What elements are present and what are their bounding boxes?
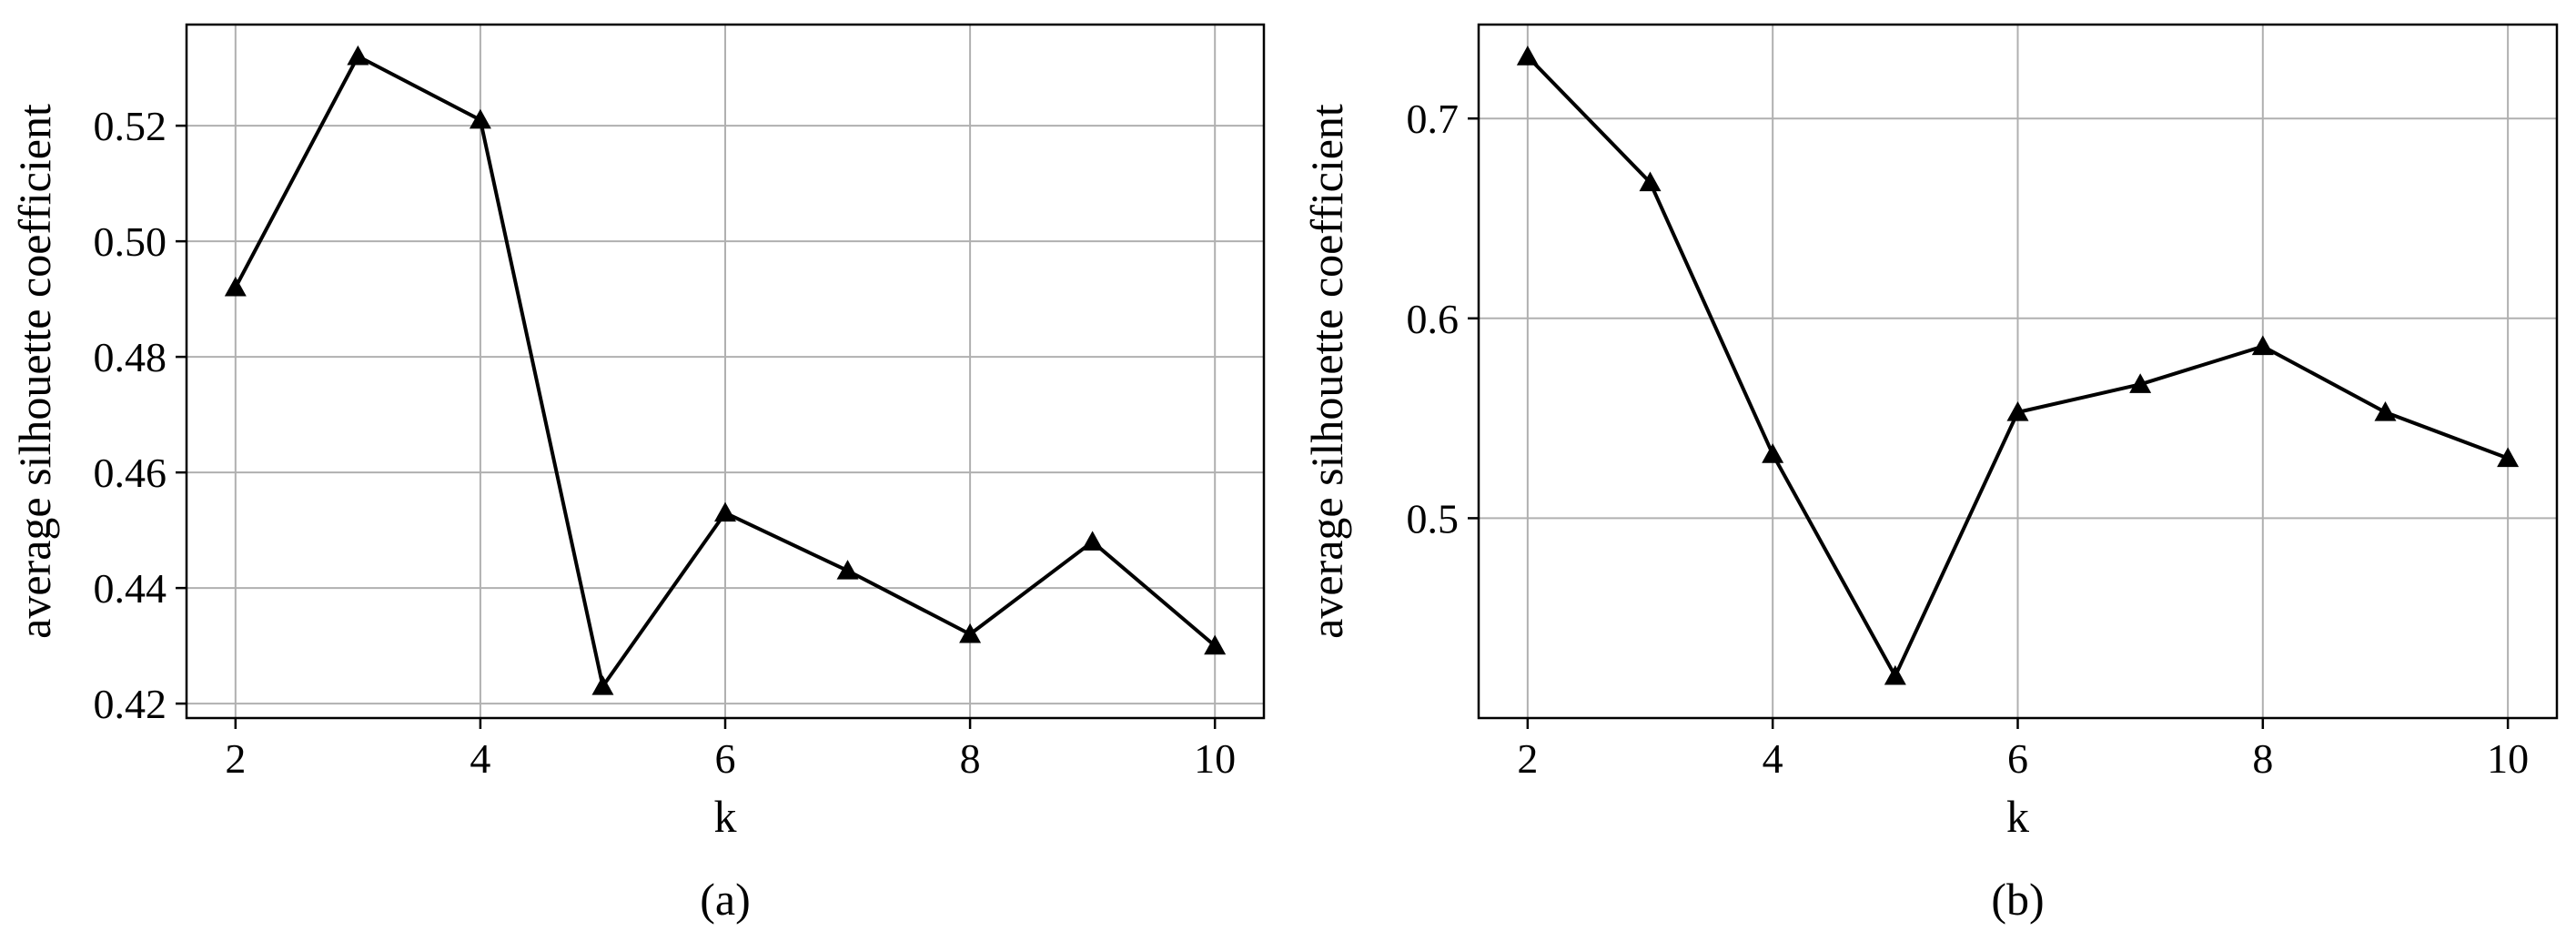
chart-a-data-point xyxy=(591,675,614,695)
chart-a-ytick-label: 0.46 xyxy=(94,450,167,496)
chart-a-ytick-label: 0.44 xyxy=(94,565,167,612)
chart-a: 2 4 6 8 10 0.42 0.44 0.46 0.48 0.50 0.52 k averag… xyxy=(9,23,1266,925)
chart-b-xtick-labels: 2 4 6 8 10 xyxy=(1517,735,2529,782)
chart-a-xtick-label: 2 xyxy=(225,735,246,782)
chart-b-data-point xyxy=(1884,664,1906,685)
chart-b-markers xyxy=(1516,46,2520,685)
chart-a-markers xyxy=(224,45,1227,695)
chart-b-ytick-label: 0.7 xyxy=(1407,96,1460,142)
chart-b-xtick-label: 2 xyxy=(1517,735,1538,782)
chart-b-data-point xyxy=(2129,373,2152,393)
chart-b-xtick-label: 8 xyxy=(2252,735,2273,782)
chart-a-data-point xyxy=(347,45,369,66)
chart-b-grid xyxy=(1479,25,2557,718)
chart-a-data-point xyxy=(1204,634,1227,655)
chart-a-ytick-label: 0.48 xyxy=(94,334,167,380)
chart-a-xtick-label: 4 xyxy=(470,735,490,782)
chart-b-ytick-label: 0.5 xyxy=(1407,495,1460,541)
chart-a-data-point xyxy=(1081,531,1104,551)
chart-b: 2 4 6 8 10 0.5 0.6 0.7 k average silhouette co… xyxy=(1301,23,2559,925)
chart-b-data-point xyxy=(2497,447,2520,468)
chart-b-data-point xyxy=(1762,443,1784,463)
chart-a-ytick-label: 0.42 xyxy=(94,681,167,727)
chart-b-xtick-label: 6 xyxy=(2007,735,2028,782)
chart-b-xtick-label: 4 xyxy=(1763,735,1783,782)
chart-a-y-axis-label: average silhouette coefficient xyxy=(9,104,60,639)
chart-b-ticks xyxy=(1468,116,2510,729)
chart-a-data-point xyxy=(836,560,859,580)
chart-a-ticks xyxy=(176,124,1217,729)
chart-a-xtick-label: 6 xyxy=(715,735,736,782)
chart-b-y-axis-label: average silhouette coefficient xyxy=(1301,104,1352,639)
chart-a-ytick-labels: 0.42 0.44 0.46 0.48 0.50 0.52 xyxy=(94,103,167,727)
chart-b-ytick-label: 0.6 xyxy=(1407,296,1460,342)
chart-b-x-axis-label: k xyxy=(2006,791,2029,842)
chart-b-data-point xyxy=(2251,335,2274,356)
chart-a-ytick-label: 0.52 xyxy=(94,103,167,149)
chart-a-xtick-label: 8 xyxy=(960,735,981,782)
chart-b-ytick-labels: 0.5 0.6 0.7 xyxy=(1407,96,1460,541)
chart-a-data-point xyxy=(714,501,736,522)
chart-b-data-point xyxy=(1516,46,1539,66)
chart-b-caption: (b) xyxy=(1991,874,2044,925)
chart-a-xtick-labels: 2 4 6 8 10 xyxy=(225,735,1236,782)
chart-a-grid xyxy=(187,25,1264,718)
chart-b-xtick-label: 10 xyxy=(2487,735,2529,782)
chart-a-ytick-label: 0.50 xyxy=(94,218,167,265)
chart-a-xtick-label: 10 xyxy=(1194,735,1236,782)
chart-a-caption: (a) xyxy=(700,874,751,925)
chart-a-data-point xyxy=(224,276,247,297)
chart-b-data-point xyxy=(1639,171,1662,192)
chart-a-data-point xyxy=(959,622,982,643)
chart-a-data-point xyxy=(469,108,491,129)
chart-b-data-point xyxy=(2374,401,2397,421)
chart-a-x-axis-label: k xyxy=(714,791,737,842)
chart-b-data-point xyxy=(2006,401,2029,421)
